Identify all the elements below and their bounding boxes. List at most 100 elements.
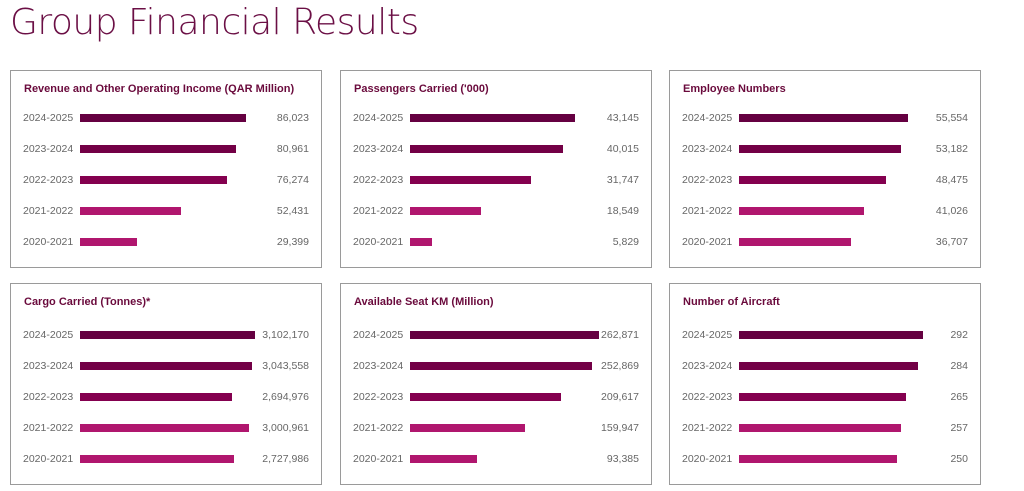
category-label: 2020-2021 [23,236,74,248]
bar-row: 2020-2021 29,399 [11,235,321,249]
bar [410,207,481,215]
bar [410,393,561,401]
value-label: 53,182 [935,143,968,155]
category-label: 2021-2022 [353,422,404,434]
category-label: 2021-2022 [23,205,74,217]
chart-title: Revenue and Other Operating Income (QAR … [24,83,295,95]
chart-panel: Available Seat KM (Million) 2024-2025 262,… [340,283,652,485]
value-label: 5,829 [612,236,639,248]
category-label: 2023-2024 [682,143,733,155]
category-label: 2021-2022 [682,205,733,217]
category-label: 2023-2024 [353,360,404,372]
bar-row: 2024-2025 292 [670,328,980,342]
category-label: 2023-2024 [682,360,733,372]
category-label: 2024-2025 [682,329,733,341]
bar-row: 2022-2023 48,475 [670,173,980,187]
bar [80,145,237,153]
bar-row: 2021-2022 159,947 [341,421,651,435]
chart-title: Cargo Carried (Tonnes)* [24,296,151,308]
value-label: 18,549 [606,205,639,217]
bar [739,362,918,370]
bar [410,176,532,184]
bar-row: 2024-2025 3,102,170 [11,328,321,342]
value-label: 250 [950,453,968,465]
category-label: 2022-2023 [353,391,404,403]
bar [739,207,864,215]
chart-title: Number of Aircraft [683,296,780,308]
bar-row: 2022-2023 265 [670,390,980,404]
bar [739,176,887,184]
bar-row: 2023-2024 80,961 [11,142,321,156]
value-label: 86,023 [276,112,309,124]
bar-row: 2020-2021 36,707 [670,235,980,249]
category-label: 2024-2025 [23,329,74,341]
bar [80,207,182,215]
category-label: 2024-2025 [353,329,404,341]
value-label: 40,015 [606,143,639,155]
bar [410,238,433,246]
category-label: 2023-2024 [353,143,404,155]
bar-row: 2024-2025 262,871 [341,328,651,342]
category-label: 2022-2023 [682,174,733,186]
bar [80,393,233,401]
bar-row: 2022-2023 2,694,976 [11,390,321,404]
bar [739,145,901,153]
category-label: 2020-2021 [353,453,404,465]
value-label: 265 [950,391,968,403]
bar-row: 2020-2021 5,829 [341,235,651,249]
value-label: 2,727,986 [262,453,309,465]
category-label: 2020-2021 [353,236,404,248]
bar [410,114,575,122]
category-label: 2023-2024 [23,143,74,155]
bar [739,331,923,339]
bar [739,424,901,432]
value-label: 292 [950,329,968,341]
value-label: 93,385 [606,453,639,465]
bar-row: 2023-2024 3,043,558 [11,359,321,373]
bar-row: 2024-2025 43,145 [341,111,651,125]
chart-title: Available Seat KM (Million) [354,296,494,308]
value-label: 41,026 [935,205,968,217]
value-label: 284 [950,360,968,372]
bar [410,145,564,153]
value-label: 2,694,976 [262,391,309,403]
category-label: 2020-2021 [23,453,74,465]
bar-row: 2021-2022 41,026 [670,204,980,218]
bar-row: 2021-2022 52,431 [11,204,321,218]
value-label: 3,043,558 [262,360,309,372]
value-label: 55,554 [935,112,968,124]
bar [410,331,599,339]
chart-panel: Revenue and Other Operating Income (QAR … [10,70,322,268]
bar-row: 2020-2021 2,727,986 [11,452,321,466]
bar [410,424,525,432]
value-label: 209,617 [601,391,639,403]
bar-row: 2022-2023 31,747 [341,173,651,187]
value-label: 257 [950,422,968,434]
chart-panel: Employee Numbers 2024-2025 55,554 2023-2024… [669,70,981,268]
bar [80,362,252,370]
category-label: 2020-2021 [682,453,733,465]
bar [80,176,228,184]
bar [739,238,851,246]
value-label: 29,399 [276,236,309,248]
value-label: 43,145 [606,112,639,124]
bar [80,424,250,432]
bar-row: 2023-2024 252,869 [341,359,651,373]
category-label: 2021-2022 [353,205,404,217]
bar-row: 2023-2024 40,015 [341,142,651,156]
category-label: 2024-2025 [23,112,74,124]
value-label: 252,869 [601,360,639,372]
bar [410,455,478,463]
bar-row: 2024-2025 86,023 [11,111,321,125]
category-label: 2021-2022 [682,422,733,434]
category-label: 2022-2023 [23,391,74,403]
category-label: 2020-2021 [682,236,733,248]
bar-row: 2023-2024 284 [670,359,980,373]
bar-row: 2020-2021 93,385 [341,452,651,466]
value-label: 76,274 [276,174,309,186]
bar [80,238,137,246]
chart-title: Passengers Carried ('000) [354,83,489,95]
category-label: 2022-2023 [682,391,733,403]
bar [80,455,234,463]
bar [80,331,255,339]
